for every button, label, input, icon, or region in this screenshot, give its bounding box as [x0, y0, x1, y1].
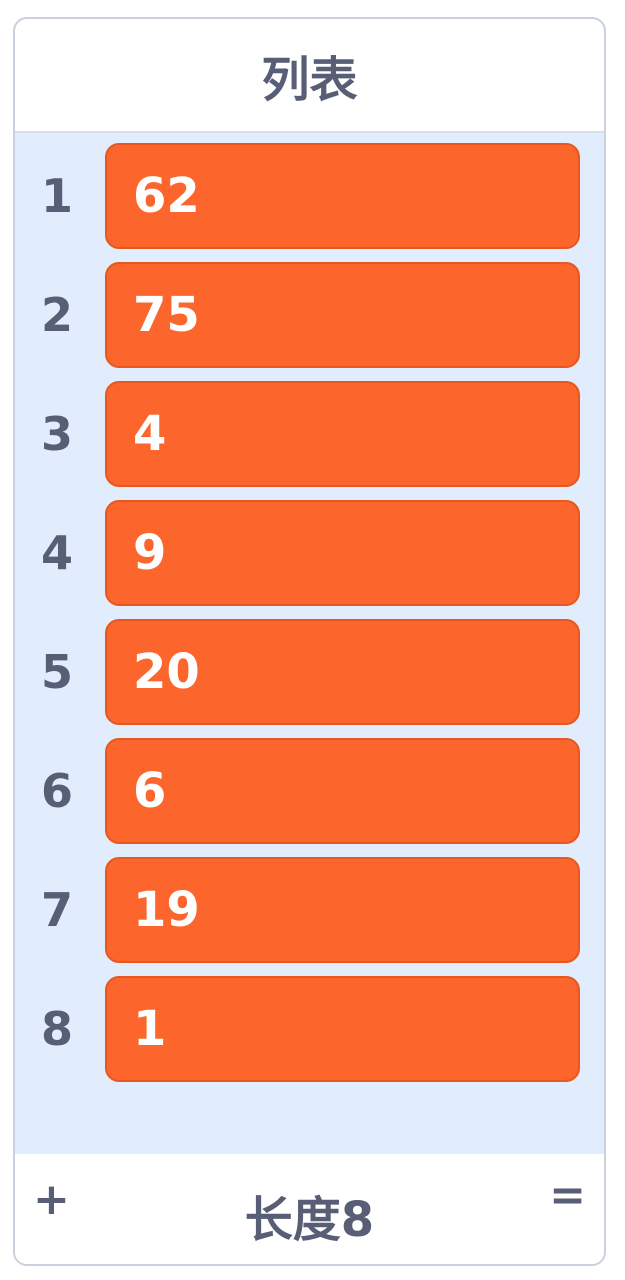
- list-footer: + 长度8 =: [15, 1154, 604, 1264]
- item-value[interactable]: 20: [105, 619, 580, 725]
- item-value[interactable]: 19: [105, 857, 580, 963]
- item-index: 4: [40, 526, 73, 580]
- item-index: 2: [40, 288, 73, 342]
- item-index: 5: [40, 645, 73, 699]
- item-value[interactable]: 4: [105, 381, 580, 487]
- item-value[interactable]: 75: [105, 262, 580, 368]
- list-items[interactable]: 1 62 2 75 3 4 4 9 5 20 6 6 7 19 8 1: [15, 133, 604, 1157]
- list-item: 2 75: [15, 262, 604, 368]
- item-index: 3: [40, 407, 73, 461]
- list-item: 7 19: [15, 857, 604, 963]
- resize-handle[interactable]: =: [549, 1170, 586, 1221]
- item-value[interactable]: 9: [105, 500, 580, 606]
- item-index: 6: [40, 764, 73, 818]
- list-title: 列表: [15, 19, 604, 133]
- list-item: 1 62: [15, 143, 604, 249]
- item-value[interactable]: 1: [105, 976, 580, 1082]
- item-value[interactable]: 62: [105, 143, 580, 249]
- item-value[interactable]: 6: [105, 738, 580, 844]
- item-index: 8: [40, 1002, 73, 1056]
- list-length: 长度8: [244, 1192, 375, 1248]
- item-index: 1: [40, 169, 73, 223]
- add-item-button[interactable]: +: [33, 1174, 70, 1225]
- item-index: 7: [40, 883, 73, 937]
- list-monitor: 列表 1 62 2 75 3 4 4 9 5 20 6 6 7 19 8 1 + 长度8 =: [13, 17, 606, 1266]
- list-item: 5 20: [15, 619, 604, 725]
